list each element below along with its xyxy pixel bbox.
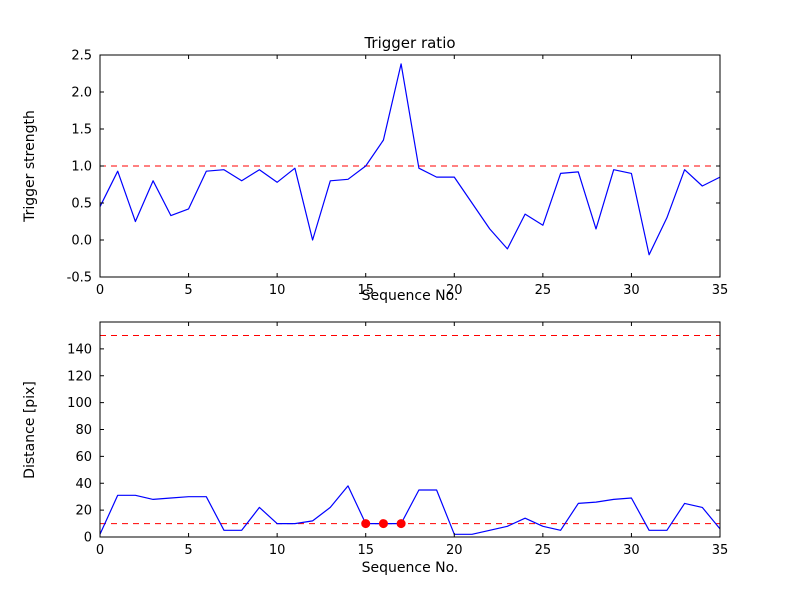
x-tick-label: 0 xyxy=(96,283,104,298)
x-tick-label: 10 xyxy=(269,283,286,298)
y-tick-label: 60 xyxy=(75,450,92,465)
x-tick-label: 30 xyxy=(623,283,640,298)
x-tick-label: 15 xyxy=(357,543,374,558)
series-line xyxy=(99,485,721,535)
y-tick-label: 140 xyxy=(67,342,92,357)
marker-point xyxy=(361,519,371,529)
x-tick-label: 20 xyxy=(446,283,463,298)
y-tick-label: 2.5 xyxy=(71,49,92,64)
x-tick-label: 0 xyxy=(96,543,104,558)
x-tick-label: 30 xyxy=(623,543,640,558)
x-tick-label: 5 xyxy=(184,283,192,298)
y-tick-label: 1.0 xyxy=(71,160,92,175)
x-tick-label: 10 xyxy=(269,543,286,558)
marker-point xyxy=(378,519,388,529)
y-tick-label: 1.5 xyxy=(71,123,92,138)
x-tick-label: 35 xyxy=(712,283,729,298)
y-tick-label: 0.0 xyxy=(71,234,92,249)
x-tick-label: 5 xyxy=(184,543,192,558)
y-tick-label: 40 xyxy=(75,477,92,492)
y-tick-label: 80 xyxy=(75,423,92,438)
bottom-plot-xlabel: Sequence No. xyxy=(361,560,459,576)
x-tick-label: 35 xyxy=(712,543,729,558)
top-plot-xlabel: Sequence No. xyxy=(361,288,459,304)
y-tick-label: 20 xyxy=(75,504,92,519)
y-tick-label: 120 xyxy=(67,369,92,384)
axes-frame xyxy=(99,321,721,538)
y-tick-label: -0.5 xyxy=(67,271,92,286)
top-plot-title: Trigger ratio xyxy=(364,34,456,52)
y-tick-label: 100 xyxy=(67,396,92,411)
x-tick-label: 15 xyxy=(357,283,374,298)
x-tick-label: 20 xyxy=(446,543,463,558)
y-tick-label: 0.5 xyxy=(71,197,92,212)
x-tick-label: 25 xyxy=(535,543,552,558)
marker-point xyxy=(396,519,406,529)
y-tick-label: 2.0 xyxy=(71,86,92,101)
x-tick-label: 25 xyxy=(535,283,552,298)
series-line xyxy=(99,63,721,256)
y-tick-label: 0 xyxy=(84,531,92,546)
